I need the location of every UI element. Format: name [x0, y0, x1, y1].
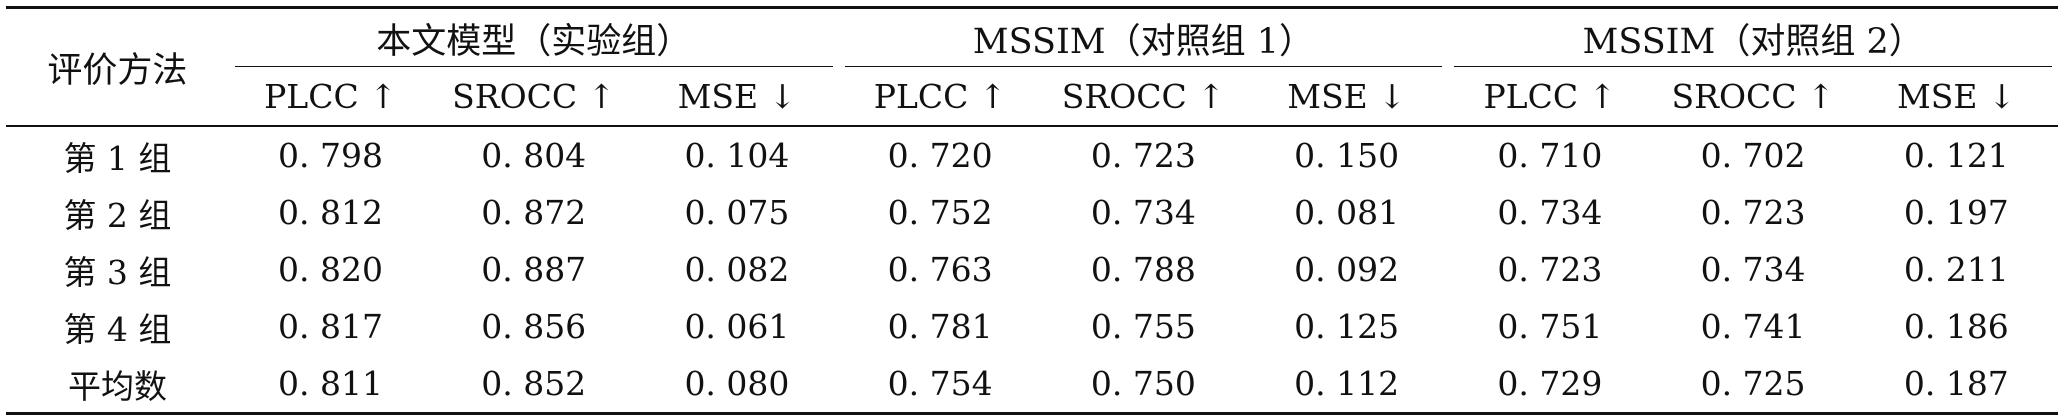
- table-cell: 0. 751: [1497, 307, 1603, 346]
- table-cell: 0. 788: [1090, 250, 1196, 289]
- group-header-control-2: MSSIM（对照组 2）: [1448, 8, 2058, 68]
- table-cell: 0. 734: [1090, 193, 1196, 232]
- table-cell: 0. 211: [1903, 250, 2009, 289]
- group-header-experiment: 本文模型（实验组）: [229, 8, 839, 68]
- metric-header-srocc: SROCC ↑: [452, 76, 616, 116]
- table-cell: 0. 798: [278, 136, 383, 175]
- metric-header-mse: MSE ↓: [1897, 76, 2016, 116]
- table-cell: 0. 856: [481, 307, 587, 346]
- row-label: 平均数: [67, 366, 167, 406]
- table-cell: 0. 112: [1294, 364, 1400, 403]
- row-label: 第 3 组: [63, 252, 172, 292]
- table-cell: 0. 812: [278, 193, 383, 232]
- table-cell: 0. 197: [1903, 193, 2009, 232]
- table-cell: 0. 752: [887, 193, 993, 232]
- comparison-table: 评价方法 本文模型（实验组） MSSIM（对照组 1） MSSIM（对照组 2）…: [6, 6, 2058, 415]
- table-cell: 0. 734: [1497, 193, 1603, 232]
- table-cell: 0. 092: [1294, 250, 1400, 289]
- table-cell: 0. 723: [1497, 250, 1603, 289]
- table-cell: 0. 723: [1700, 193, 1806, 232]
- table-cell: 0. 734: [1700, 250, 1806, 289]
- table-cell: 0. 075: [684, 193, 790, 232]
- table-cell: 0. 061: [684, 307, 790, 346]
- metric-header-mse: MSE ↓: [1287, 76, 1406, 116]
- table-cell: 0. 820: [278, 250, 383, 289]
- table-row: 第 4 组 0. 817 0. 856 0. 061 0. 781 0. 755…: [6, 298, 2058, 355]
- table-row: 第 1 组 0. 798 0. 804 0. 104 0. 720 0. 723…: [6, 126, 2058, 184]
- table-row: 第 2 组 0. 812 0. 872 0. 075 0. 752 0. 734…: [6, 184, 2058, 241]
- table-cell: 0. 804: [481, 136, 587, 175]
- metric-header-plcc: PLCC ↑: [873, 76, 1007, 116]
- table-cell: 0. 702: [1700, 136, 1806, 175]
- table-cell: 0. 781: [887, 307, 993, 346]
- comparison-table-container: 评价方法 本文模型（实验组） MSSIM（对照组 1） MSSIM（对照组 2）…: [6, 6, 2058, 415]
- table-cell: 0. 121: [1903, 136, 2009, 175]
- table-cell: 0. 872: [481, 193, 587, 232]
- table-cell: 0. 720: [887, 136, 993, 175]
- metric-header-plcc: PLCC ↑: [264, 76, 397, 116]
- table-cell: 0. 741: [1700, 307, 1806, 346]
- group-header-row: 评价方法 本文模型（实验组） MSSIM（对照组 1） MSSIM（对照组 2）: [6, 7, 2058, 91]
- table-cell: 0. 811: [278, 364, 383, 403]
- table-cell: 0. 750: [1090, 364, 1196, 403]
- table-row: 第 3 组 0. 820 0. 887 0. 082 0. 763 0. 788…: [6, 241, 2058, 298]
- table-cell: 0. 725: [1700, 364, 1806, 403]
- group-header-control-1: MSSIM（对照组 1）: [839, 8, 1449, 68]
- table-cell: 0. 081: [1294, 193, 1400, 232]
- table-cell: 0. 186: [1903, 307, 2009, 346]
- table-cell: 0. 817: [278, 307, 383, 346]
- row-label: 第 1 组: [63, 138, 172, 178]
- table-cell: 0. 887: [481, 250, 587, 289]
- table-cell: 0. 150: [1294, 136, 1400, 175]
- table-cell: 0. 763: [887, 250, 993, 289]
- table-cell: 0. 082: [684, 250, 790, 289]
- table-cell: 0. 754: [887, 364, 993, 403]
- metric-header-srocc: SROCC ↑: [1061, 76, 1225, 116]
- table-cell: 0. 125: [1294, 307, 1400, 346]
- table-cell: 0. 729: [1497, 364, 1603, 403]
- metric-header-mse: MSE ↓: [677, 76, 797, 116]
- metric-header-srocc: SROCC ↑: [1671, 76, 1835, 116]
- table-cell: 0. 104: [684, 136, 790, 175]
- table-cell: 0. 755: [1090, 307, 1196, 346]
- table-cell: 0. 187: [1903, 364, 2009, 403]
- row-label: 第 2 组: [63, 195, 172, 235]
- metric-header-plcc: PLCC ↑: [1483, 76, 1617, 116]
- table-cell: 0. 080: [684, 364, 790, 403]
- row-header: 评价方法: [47, 50, 188, 91]
- table-cell: 0. 852: [481, 364, 587, 403]
- row-label: 第 4 组: [63, 309, 172, 349]
- table-cell: 0. 710: [1497, 136, 1603, 175]
- table-row-average: 平均数 0. 811 0. 852 0. 080 0. 754 0. 750 0…: [6, 355, 2058, 414]
- metric-header-row: PLCC ↑ SROCC ↑ MSE ↓ PLCC ↑ SROCC ↑ MSE …: [6, 67, 2058, 126]
- table-cell: 0. 723: [1090, 136, 1196, 175]
